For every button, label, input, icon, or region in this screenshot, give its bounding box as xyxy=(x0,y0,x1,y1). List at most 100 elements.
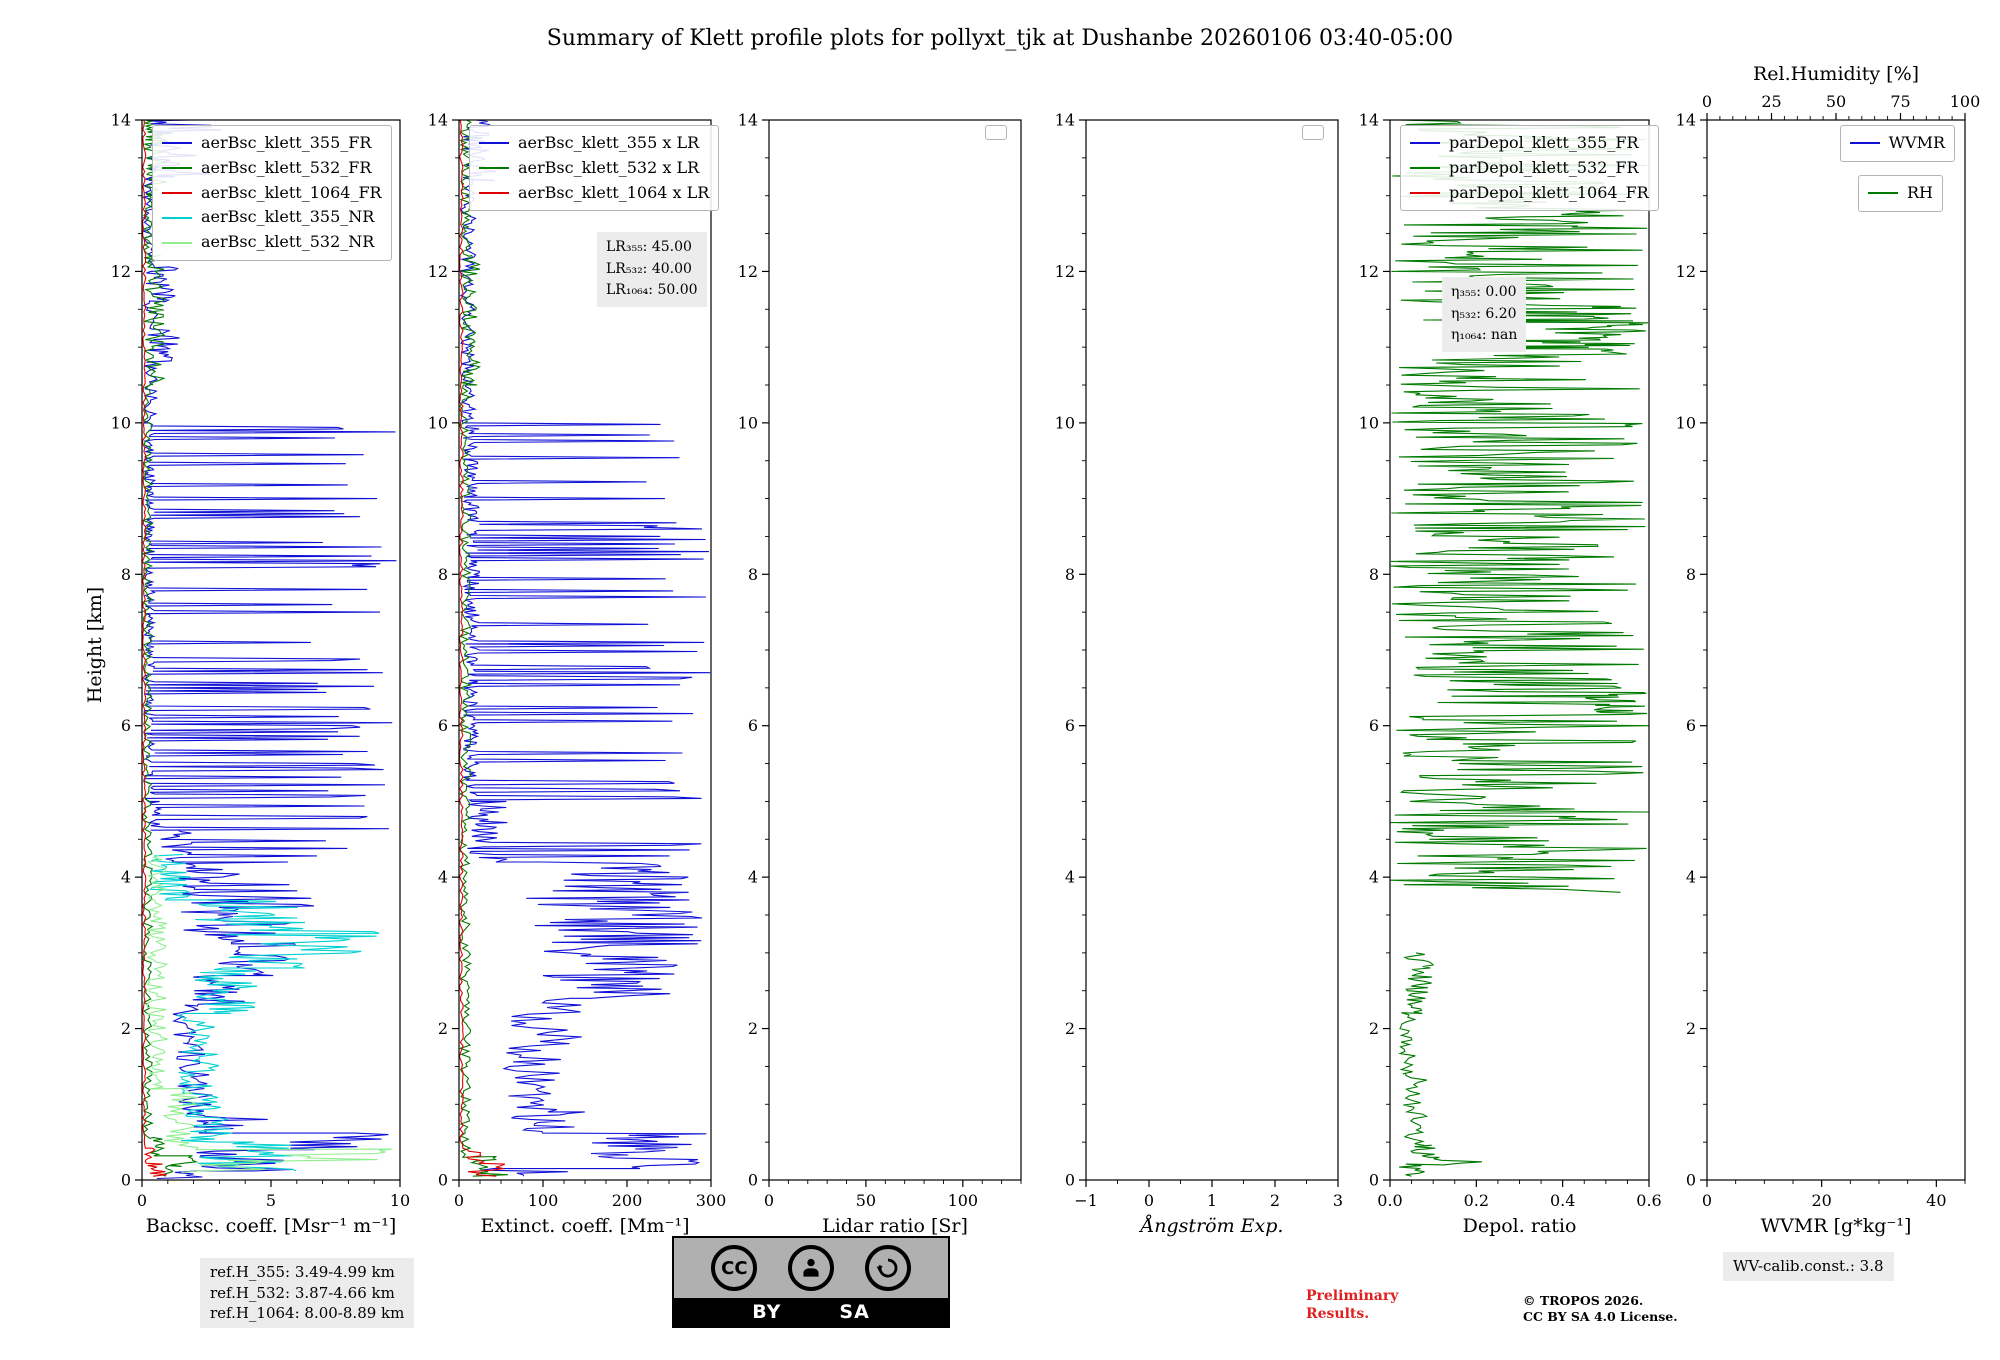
y-tick-label: 8 xyxy=(121,565,131,584)
legend-item-label: aerBsc_klett_1064 x LR xyxy=(518,182,710,202)
series-aerBsc_klett_355_NR xyxy=(149,853,380,1172)
y-tick-label: 2 xyxy=(1065,1019,1075,1038)
legend-item-label: aerBsc_klett_532 x LR xyxy=(518,157,700,177)
cc-icon-label: CC xyxy=(721,1257,748,1279)
y-tick-label: 0 xyxy=(748,1171,758,1190)
series-parDepol_klett_532_FR xyxy=(1390,120,1649,893)
y-tick-label: 0 xyxy=(438,1171,448,1190)
y-tick-label: 4 xyxy=(1065,868,1075,887)
y-tick-label: 2 xyxy=(748,1019,758,1038)
legend-line-swatch xyxy=(1868,192,1898,195)
x-tick-label: 300 xyxy=(696,1191,727,1210)
series-aerBsc_klett_1064_FR xyxy=(142,120,167,1177)
legend-item: parDepol_klett_532_FR xyxy=(1410,156,1649,181)
legend-line-swatch xyxy=(1410,191,1440,194)
y-tick-label: 2 xyxy=(1369,1019,1379,1038)
x-axis-label: Extinct. coeff. [Mm⁻¹] xyxy=(480,1215,689,1237)
legend-item-label: WVMR xyxy=(1888,133,1945,152)
x-tick-label: 0 xyxy=(1702,1191,1712,1210)
legend-item-label: aerBsc_klett_355_FR xyxy=(201,133,372,152)
series-aerBsc_klett_532_FR xyxy=(142,120,199,1177)
y-tick-label: 8 xyxy=(438,565,448,584)
cc-badge-icons: CC xyxy=(674,1238,948,1298)
x-tick-label: 5 xyxy=(266,1191,276,1210)
x-tick-label: −1 xyxy=(1074,1191,1098,1210)
y-tick-label: 6 xyxy=(121,716,131,735)
x-tick-label: 0.6 xyxy=(1636,1191,1661,1210)
cc-license-badge: CC BY SA xyxy=(672,1236,950,1328)
x-axis-label: Depol. ratio xyxy=(1463,1215,1577,1237)
x-tick-label: 200 xyxy=(612,1191,643,1210)
x-axis-label: Backsc. coeff. [Msr⁻¹ m⁻¹] xyxy=(146,1215,397,1237)
legend-item: aerBsc_klett_532_NR xyxy=(162,230,382,255)
y-tick-label: 0 xyxy=(1686,1171,1696,1190)
figure-title: Summary of Klett profile plots for polly… xyxy=(546,26,1454,51)
top-axis-label: Rel.Humidity [%] xyxy=(1753,63,1919,85)
top-tick-label: 0 xyxy=(1702,92,1712,111)
legend-item: parDepol_klett_355_FR xyxy=(1410,131,1649,156)
y-tick-label: 10 xyxy=(738,413,758,432)
y-tick-label: 14 xyxy=(111,111,131,130)
legend-item-label: aerBsc_klett_532_FR xyxy=(201,157,372,177)
legend-wvmr-0: WVMR xyxy=(1839,125,1955,162)
legend-line-swatch xyxy=(162,241,192,244)
top-tick-label: 50 xyxy=(1826,92,1846,111)
x-tick-label: 10 xyxy=(390,1191,410,1210)
legend-item-label: aerBsc_klett_355 x LR xyxy=(518,133,700,152)
legend-item: WVMR xyxy=(1849,131,1945,156)
top-tick-label: 25 xyxy=(1761,92,1781,111)
legend-item-label: parDepol_klett_1064_FR xyxy=(1449,182,1649,202)
y-tick-label: 4 xyxy=(438,868,448,887)
x-tick-label: 20 xyxy=(1811,1191,1831,1210)
legend-item-label: parDepol_klett_355_FR xyxy=(1449,133,1639,152)
legend-item: aerBsc_klett_355 x LR xyxy=(479,131,709,156)
y-tick-label: 4 xyxy=(748,868,758,887)
y-tick-label: 14 xyxy=(1359,111,1379,130)
series-aerBsc_klett_532_NR xyxy=(146,854,393,1173)
ref-height-1064: ref.H_1064: 8.00-8.89 km xyxy=(210,1304,405,1323)
y-tick-label: 8 xyxy=(748,565,758,584)
x-tick-label: 0 xyxy=(137,1191,147,1210)
y-tick-label: 12 xyxy=(428,262,448,281)
legend-item-label: aerBsc_klett_355_NR xyxy=(201,207,375,227)
x-tick-label: 0 xyxy=(1144,1191,1154,1210)
eta-annotation: η₃₅₅: 0.00 η₅₃₂: 6.20 η₁₀₆₄: nan xyxy=(1442,277,1527,353)
y-tick-label: 2 xyxy=(438,1019,448,1038)
preliminary-line-2: Results. xyxy=(1306,1305,1370,1322)
share-alike-icon xyxy=(864,1245,911,1291)
y-tick-label: 14 xyxy=(738,111,758,130)
cc-badge-bar: BY SA xyxy=(674,1298,948,1326)
top-tick-label: 75 xyxy=(1890,92,1910,111)
copyright-note: © TROPOS 2026. CC BY SA 4.0 License. xyxy=(1523,1293,1678,1326)
legend-item-label: parDepol_klett_532_FR xyxy=(1449,157,1639,177)
y-tick-label: 4 xyxy=(1369,868,1379,887)
legend-line-swatch xyxy=(1410,142,1440,145)
y-tick-label: 6 xyxy=(438,716,448,735)
top-tick-label: 100 xyxy=(1950,92,1981,111)
preliminary-note: Preliminary Results. xyxy=(1306,1288,1398,1323)
x-tick-label: 100 xyxy=(528,1191,559,1210)
x-tick-label: 3 xyxy=(1333,1191,1343,1210)
legend-item: aerBsc_klett_532_FR xyxy=(162,156,382,181)
legend-item: RH xyxy=(1868,181,1933,206)
y-tick-label: 14 xyxy=(1676,111,1696,130)
x-tick-label: 1 xyxy=(1207,1191,1217,1210)
legend-line-swatch xyxy=(479,191,509,194)
x-axis-label: WVMR [g*kg⁻¹] xyxy=(1761,1215,1912,1237)
cc-icon: CC xyxy=(711,1245,758,1291)
x-tick-label: 40 xyxy=(1926,1191,1946,1210)
legend-extinction: aerBsc_klett_355 x LR aerBsc_klett_532 x … xyxy=(469,125,720,212)
legend-item-label: aerBsc_klett_1064_FR xyxy=(201,182,382,202)
y-tick-label: 10 xyxy=(428,413,448,432)
legend-empty-lidar-ratio xyxy=(985,125,1007,140)
x-axis-label: Ångström Exp. xyxy=(1139,1215,1284,1237)
legend-item: aerBsc_klett_355_NR xyxy=(162,205,382,230)
y-tick-label: 14 xyxy=(428,111,448,130)
legend-line-swatch xyxy=(162,167,192,170)
x-tick-label: 0.0 xyxy=(1377,1191,1402,1210)
series-aerBsc_klett_1064_x_LR xyxy=(459,120,506,1177)
y-tick-label: 6 xyxy=(748,716,758,735)
legend-line-swatch xyxy=(1410,167,1440,170)
